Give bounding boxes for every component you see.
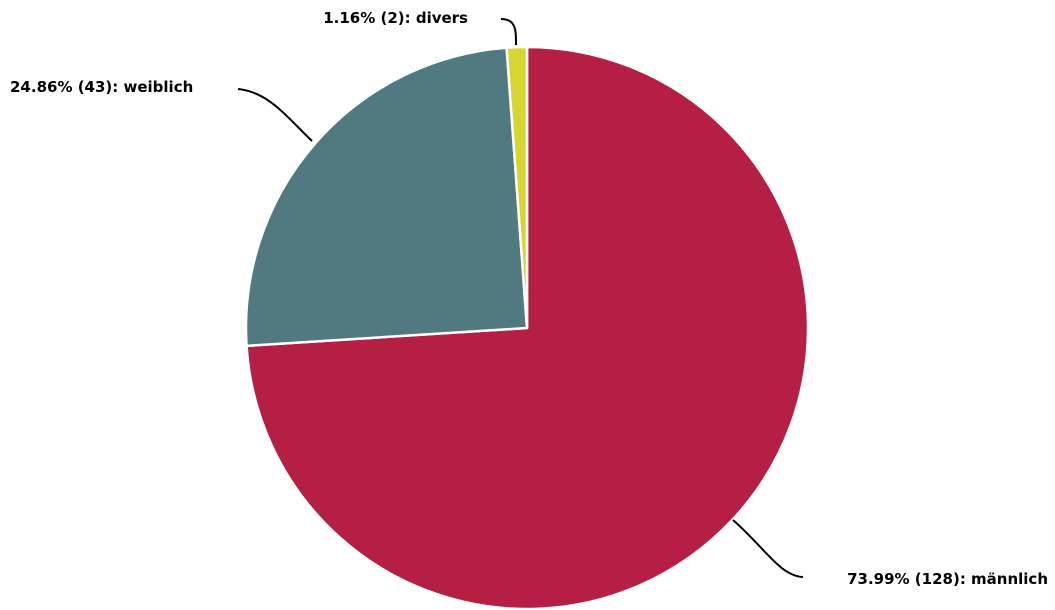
leader-line-divers	[500, 18, 517, 46]
slice-labels: 73.99% (128): männlich 24.86% (43): weibl…	[10, 9, 1048, 588]
label-leader-lines	[237, 18, 804, 578]
leader-line-m-nnlich	[732, 519, 804, 578]
pie-slice-weiblich	[244, 46, 529, 348]
pie-slices	[244, 45, 810, 610]
slice-label-m-nnlich: 73.99% (128): männlich	[847, 570, 1048, 588]
pie-slice-divers	[505, 45, 529, 330]
slice-label-weiblich: 24.86% (43): weiblich	[10, 78, 193, 96]
leader-line-weiblich	[237, 88, 313, 142]
slice-label-divers: 1.16% (2): divers	[323, 9, 468, 27]
